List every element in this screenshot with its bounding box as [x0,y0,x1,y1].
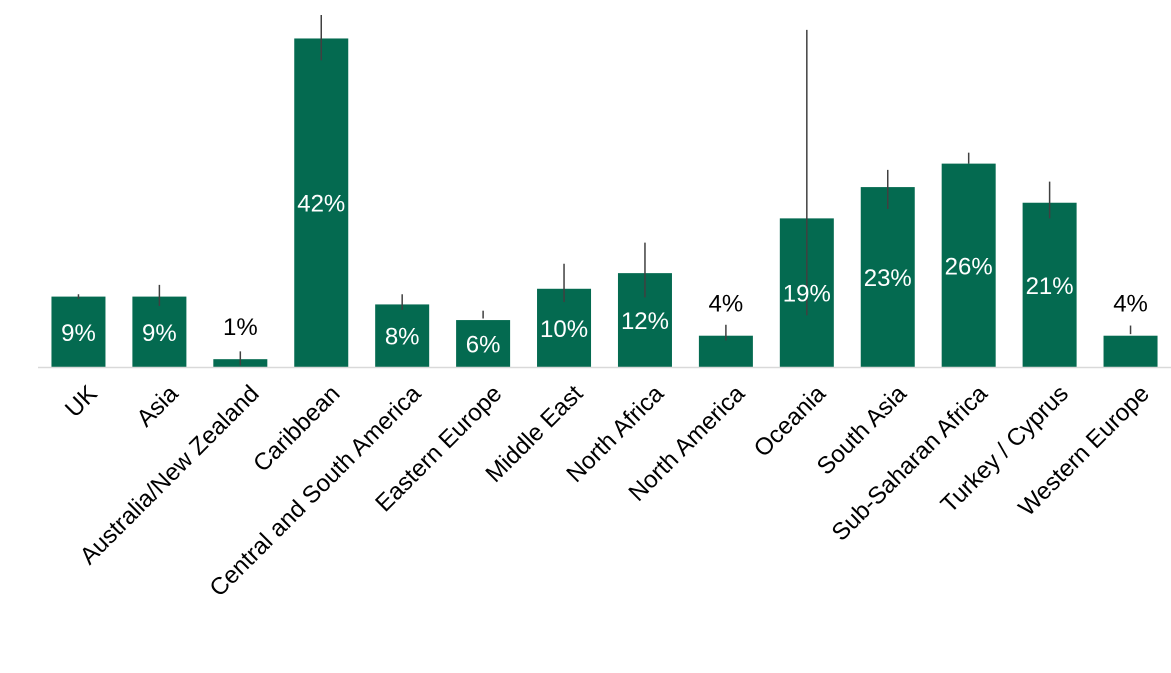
bar [51,296,106,367]
data-label: 1% [223,314,258,341]
category-label: Sub-Saharan Africa [827,380,994,547]
data-label: 21% [1026,273,1074,300]
data-label: 12% [621,308,669,335]
data-label: 9% [61,320,96,347]
data-label: 42% [297,191,345,218]
category-label: UK [60,380,103,423]
bar [456,320,511,367]
data-label: 19% [783,281,831,308]
bar [698,335,753,367]
data-label: 6% [466,332,501,359]
data-label: 8% [385,324,420,351]
category-label: Oceania [749,380,832,463]
data-labels-group: 9% 9% 1% 42% 8% 6% 10% 12% 4% 19% 23% 26% 21% 4% [61,191,1148,359]
bar [941,163,996,367]
data-label: 9% [142,320,177,347]
data-label: 26% [945,253,993,280]
bar [860,187,915,367]
data-label: 10% [540,316,588,343]
bar [132,296,187,367]
bar [294,38,349,367]
bar [1103,335,1158,367]
bar [375,304,430,367]
error-bars-group [77,15,1132,366]
bars-group [51,38,1158,367]
bar [1022,202,1077,367]
data-label: 4% [1113,291,1148,318]
data-label: 4% [709,291,744,318]
category-label: Asia [132,380,185,433]
data-label: 23% [864,265,912,292]
